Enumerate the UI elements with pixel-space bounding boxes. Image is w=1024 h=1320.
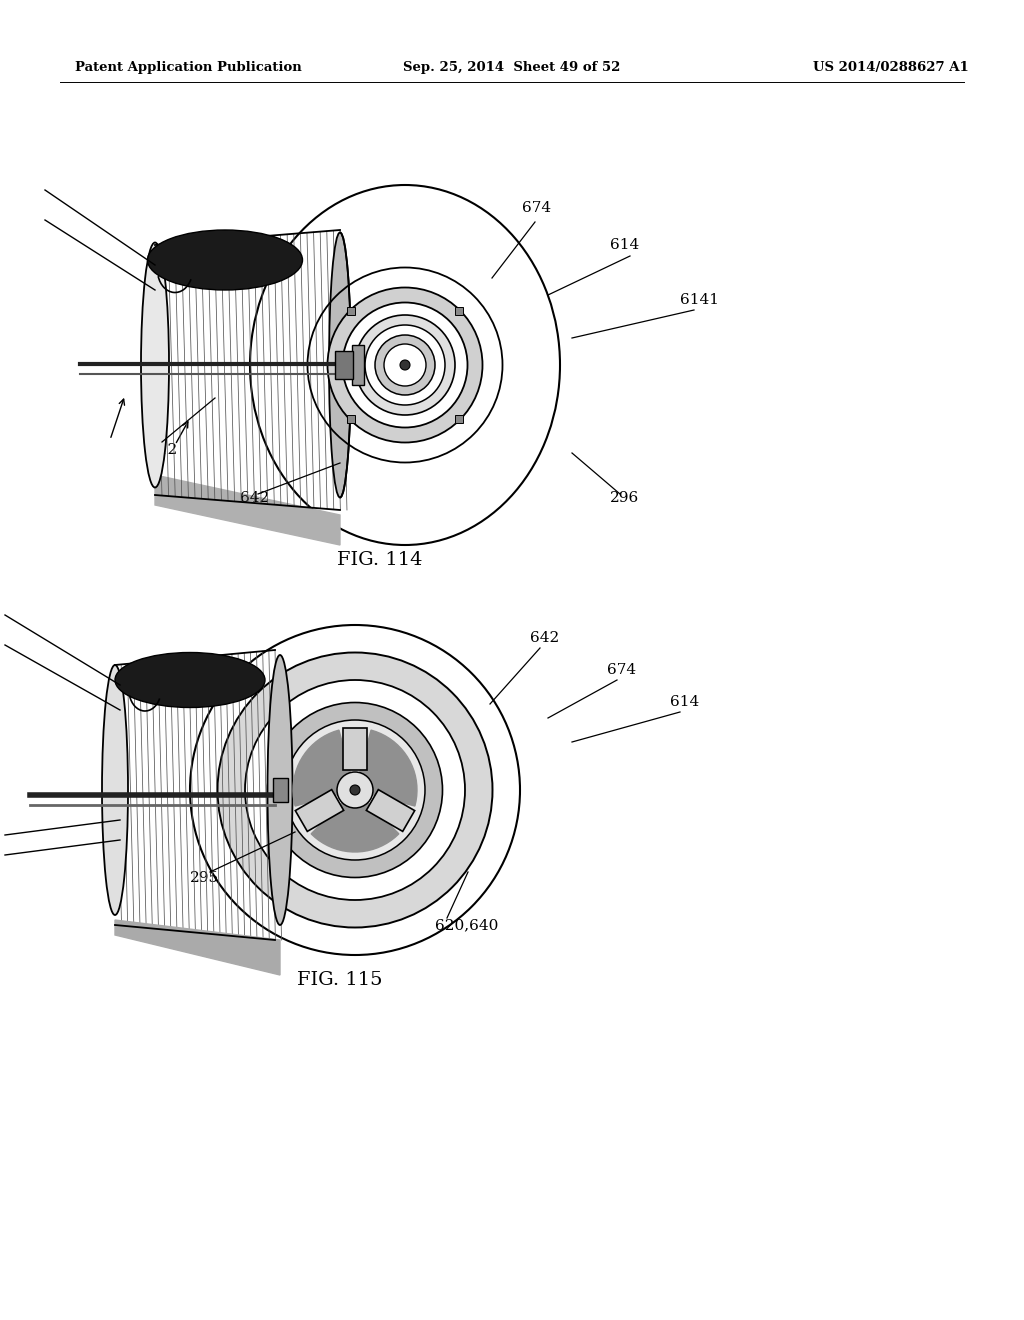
- Ellipse shape: [342, 302, 468, 428]
- Polygon shape: [355, 730, 417, 807]
- Ellipse shape: [245, 680, 465, 900]
- Circle shape: [400, 360, 410, 370]
- Ellipse shape: [141, 243, 169, 487]
- Ellipse shape: [190, 624, 520, 954]
- Ellipse shape: [365, 325, 445, 405]
- Ellipse shape: [102, 665, 128, 915]
- Ellipse shape: [147, 230, 302, 290]
- Bar: [346, 416, 354, 424]
- Text: 614: 614: [670, 696, 699, 709]
- Ellipse shape: [375, 335, 435, 395]
- Ellipse shape: [115, 652, 265, 708]
- Ellipse shape: [355, 315, 455, 414]
- Ellipse shape: [384, 345, 426, 385]
- Polygon shape: [367, 789, 415, 832]
- Bar: [346, 306, 354, 314]
- Bar: [456, 306, 464, 314]
- Text: 296: 296: [610, 491, 639, 506]
- Polygon shape: [295, 789, 344, 832]
- Text: 642: 642: [530, 631, 559, 645]
- Ellipse shape: [329, 232, 351, 498]
- Bar: [456, 416, 464, 424]
- Bar: [335, 351, 353, 379]
- Text: 6141: 6141: [680, 293, 719, 308]
- Text: 674: 674: [522, 201, 551, 215]
- Polygon shape: [343, 729, 367, 770]
- Text: 614: 614: [610, 238, 639, 252]
- Polygon shape: [115, 920, 280, 975]
- Polygon shape: [311, 789, 398, 851]
- Text: 295: 295: [190, 871, 219, 884]
- Text: 620,640: 620,640: [435, 917, 499, 932]
- Polygon shape: [155, 475, 340, 545]
- Ellipse shape: [250, 185, 560, 545]
- Circle shape: [337, 772, 373, 808]
- Text: FIG. 114: FIG. 114: [337, 550, 423, 569]
- Text: 612: 612: [148, 444, 177, 457]
- Text: Patent Application Publication: Patent Application Publication: [75, 62, 302, 74]
- Polygon shape: [293, 730, 355, 807]
- Text: 674: 674: [607, 663, 636, 677]
- Text: 642: 642: [240, 491, 269, 506]
- Ellipse shape: [267, 655, 293, 925]
- Text: US 2014/0288627 A1: US 2014/0288627 A1: [813, 62, 969, 74]
- Ellipse shape: [285, 719, 425, 861]
- Bar: [273, 777, 288, 803]
- Text: Sep. 25, 2014  Sheet 49 of 52: Sep. 25, 2014 Sheet 49 of 52: [403, 62, 621, 74]
- Text: FIG. 115: FIG. 115: [297, 972, 383, 989]
- Circle shape: [350, 785, 360, 795]
- Ellipse shape: [267, 702, 442, 878]
- Ellipse shape: [217, 652, 493, 928]
- Bar: [352, 345, 364, 385]
- Ellipse shape: [328, 288, 482, 442]
